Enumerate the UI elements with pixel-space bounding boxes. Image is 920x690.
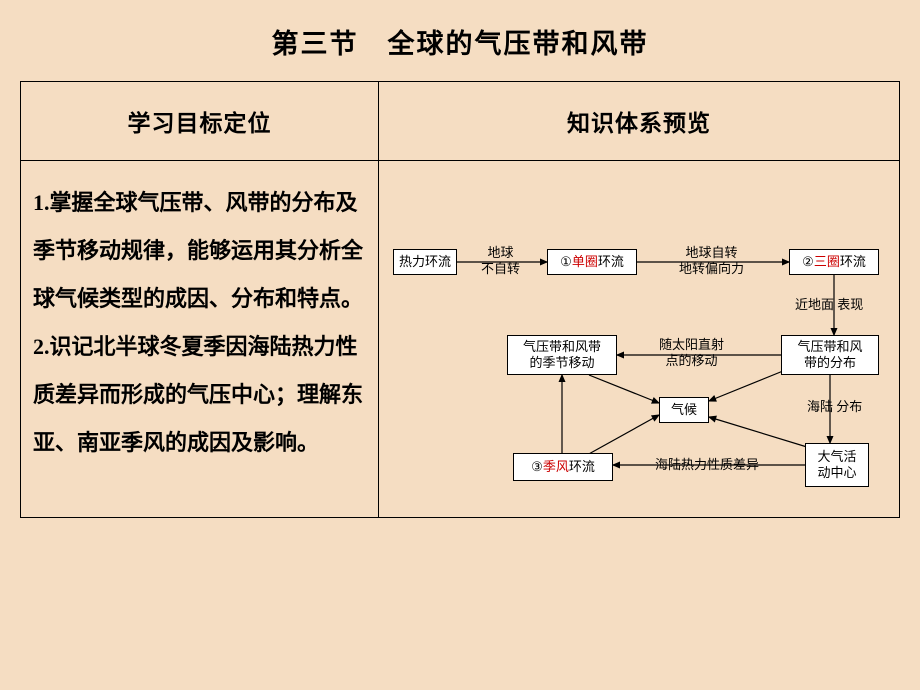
diagram-box-b6: 气候 <box>659 397 709 423</box>
objectives-cell: 1.掌握全球气压带、风带的分布及季节移动规律，能够运用其分析全球气候类型的成因、… <box>21 161 379 518</box>
diagram-box-b4: 气压带和风带的季节移动 <box>507 335 617 375</box>
header-left: 学习目标定位 <box>21 82 379 161</box>
diagram-cell: 热力环流 ①单圈 环流 ②三圈 环流气压带和风带的季节移动 气压带和风带的分布气候 ③季… <box>379 161 900 518</box>
content-table: 学习目标定位 知识体系预览 1.掌握全球气压带、风带的分布及季节移动规律，能够运… <box>20 81 900 518</box>
diagram-box-b3: ②三圈 环流 <box>789 249 879 275</box>
page-title: 第三节 全球的气压带和风带 <box>20 22 900 61</box>
diagram-label-l3: 近地面 表现 <box>795 297 863 313</box>
diagram-box-b1: 热力环流 <box>393 249 457 275</box>
diagram-box-b7: ③季风 环流 <box>513 453 613 481</box>
slide-root: 第三节 全球的气压带和风带 学习目标定位 知识体系预览 1.掌握全球气压带、风带… <box>0 0 920 536</box>
header-right: 知识体系预览 <box>379 82 900 161</box>
diagram-box-b2: ①单圈 环流 <box>547 249 637 275</box>
diagram-box-b8: 大气活动中心 <box>805 443 869 487</box>
knowledge-diagram: 热力环流 ①单圈 环流 ②三圈 环流气压带和风带的季节移动 气压带和风带的分布气候 ③季… <box>389 239 889 499</box>
diagram-label-l2: 地球自转地转偏向力 <box>679 245 744 276</box>
diagram-label-l6: 海陆热力性质差异 <box>655 457 759 473</box>
diagram-label-l1: 地球不自转 <box>481 245 520 276</box>
diagram-label-l4: 随太阳直射点的移动 <box>659 337 724 368</box>
diagram-label-l5: 海陆 分布 <box>807 399 862 415</box>
diagram-box-b5: 气压带和风带的分布 <box>781 335 879 375</box>
objectives-text: 1.掌握全球气压带、风带的分布及季节移动规律，能够运用其分析全球气候类型的成因、… <box>33 179 364 467</box>
